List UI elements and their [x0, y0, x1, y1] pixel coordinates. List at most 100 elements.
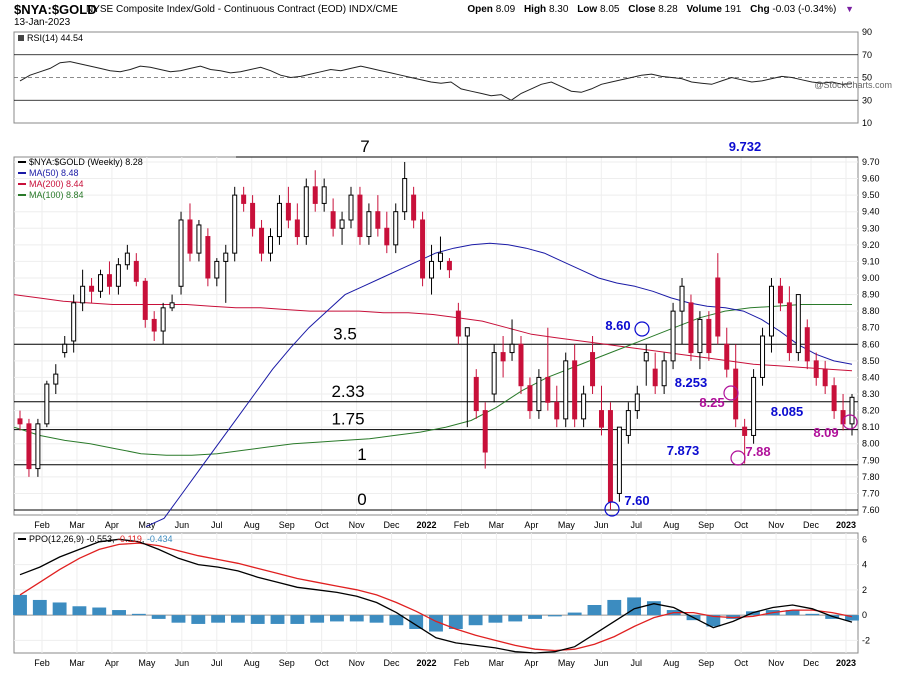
- ohlc-readout: Open 8.09 High 8.30 Low 8.05 Close 8.28 …: [467, 4, 854, 15]
- price-x-label: May: [138, 520, 156, 530]
- ppo-histogram-bar: [191, 615, 206, 624]
- ppo-histogram-bar: [785, 610, 800, 616]
- price-tick-label: 8.00: [862, 439, 880, 449]
- ppo-x-label: Feb: [34, 658, 50, 668]
- ppo-histogram-bar: [488, 615, 503, 623]
- ppo-line: [19, 538, 853, 654]
- rsi-tick-label: 90: [862, 27, 872, 37]
- ppo-x-label: Oct: [315, 658, 330, 668]
- ppo-histogram-bar: [131, 613, 146, 616]
- candle-body: [26, 423, 32, 470]
- candle-body: [742, 426, 748, 436]
- pivot-circle-magenta: [730, 450, 746, 466]
- candle-body: [250, 202, 256, 229]
- candle-body: [178, 219, 184, 287]
- candle-body: [429, 260, 435, 279]
- ppo-histogram-bar: [547, 615, 562, 617]
- candle-body: [411, 194, 417, 221]
- candle-body: [223, 252, 229, 262]
- fib-level-label: 0: [357, 490, 366, 509]
- candle-body: [402, 178, 408, 213]
- rsi-legend-label: RSI(14) 44.54: [27, 33, 83, 43]
- price-tick-label: 9.70: [862, 157, 880, 167]
- price-x-label: Dec: [803, 520, 820, 530]
- price-x-label: Nov: [768, 520, 785, 530]
- ppo-x-label: Jul: [211, 658, 223, 668]
- ppo-histogram-bar: [607, 599, 622, 616]
- price-x-label: May: [558, 520, 576, 530]
- ppo-histogram-bar: [330, 615, 344, 622]
- candle-body: [17, 418, 23, 425]
- candle-body: [455, 310, 461, 337]
- ppo-signal-value: -0.119: [117, 534, 142, 544]
- ppo-x-label: Oct: [734, 658, 749, 668]
- candle-body: [115, 264, 121, 287]
- ppo-x-label: 2022: [417, 658, 437, 668]
- candle-body: [661, 360, 667, 387]
- ppo-histogram-bar: [587, 605, 602, 616]
- ppo-tick-label: -2: [862, 635, 870, 645]
- price-tick-label: 7.90: [862, 455, 880, 465]
- candle-body: [375, 211, 381, 229]
- price-x-label: Oct: [315, 520, 330, 530]
- rsi-tick-label: 30: [862, 95, 872, 105]
- price-x-label: Oct: [734, 520, 749, 530]
- candle-body: [768, 285, 774, 337]
- candle-body: [643, 352, 649, 362]
- price-x-label: Aug: [244, 520, 260, 530]
- ppo-histogram-bar: [805, 613, 820, 616]
- volume-label: Volume: [686, 4, 722, 15]
- price-tick-label: 9.00: [862, 273, 880, 283]
- rsi-tick-label: 50: [862, 73, 872, 83]
- price-tick-label: 8.50: [862, 356, 880, 366]
- candle-body: [625, 410, 631, 436]
- candle-body: [831, 385, 837, 412]
- candle-body: [804, 327, 810, 362]
- candle-body: [267, 236, 273, 254]
- candle-body: [62, 343, 68, 354]
- fib-value-label: 8.60: [605, 318, 630, 333]
- fib-level-label: 1: [357, 445, 366, 464]
- chg-value: -0.03 (-0.34%): [772, 4, 837, 15]
- price-x-label: Feb: [454, 520, 470, 530]
- candle-body: [437, 252, 443, 262]
- candle-body: [670, 310, 676, 362]
- candle-body: [169, 302, 175, 309]
- ppo-histogram-bar: [230, 615, 245, 623]
- candle-body: [98, 274, 104, 292]
- price-x-label: Apr: [524, 520, 538, 530]
- price-x-label: Jun: [594, 520, 609, 530]
- pivot-circle-magenta: [842, 414, 858, 430]
- ppo-histogram-bar: [845, 615, 859, 621]
- close-value: 8.28: [658, 4, 678, 15]
- ppo-histogram-bar: [349, 615, 364, 622]
- pivot-value-label: 8.09: [813, 425, 838, 440]
- candle-body: [44, 383, 50, 425]
- price-tick-label: 7.80: [862, 472, 880, 482]
- candle-body: [518, 343, 524, 387]
- price-x-label: Apr: [105, 520, 119, 530]
- fib-value-label: 8.085: [771, 404, 804, 419]
- ppo-sep: ,: [142, 534, 147, 544]
- candle-body: [724, 343, 730, 370]
- candle-body: [715, 277, 721, 337]
- ppo-histogram-bar: [468, 615, 483, 626]
- candle-body: [500, 352, 506, 362]
- price-tick-label: 8.80: [862, 306, 880, 316]
- candle-body: [777, 285, 783, 304]
- price-x-label: 2023: [836, 520, 856, 530]
- candle-body: [205, 236, 211, 279]
- price-tick-label: 9.50: [862, 190, 880, 200]
- low-label: Low: [577, 4, 598, 15]
- ppo-histogram-bar: [369, 615, 384, 623]
- high-label: High: [523, 4, 547, 15]
- candle-body: [312, 186, 318, 204]
- ma100-line: [13, 304, 852, 456]
- price-tick-label: 8.20: [862, 406, 880, 416]
- price-tick-label: 8.70: [862, 323, 880, 333]
- price-x-label: Mar: [489, 520, 505, 530]
- candle-body: [554, 401, 560, 420]
- open-label: Open: [467, 4, 493, 15]
- candle-body: [348, 194, 354, 221]
- price-x-label: Mar: [69, 520, 85, 530]
